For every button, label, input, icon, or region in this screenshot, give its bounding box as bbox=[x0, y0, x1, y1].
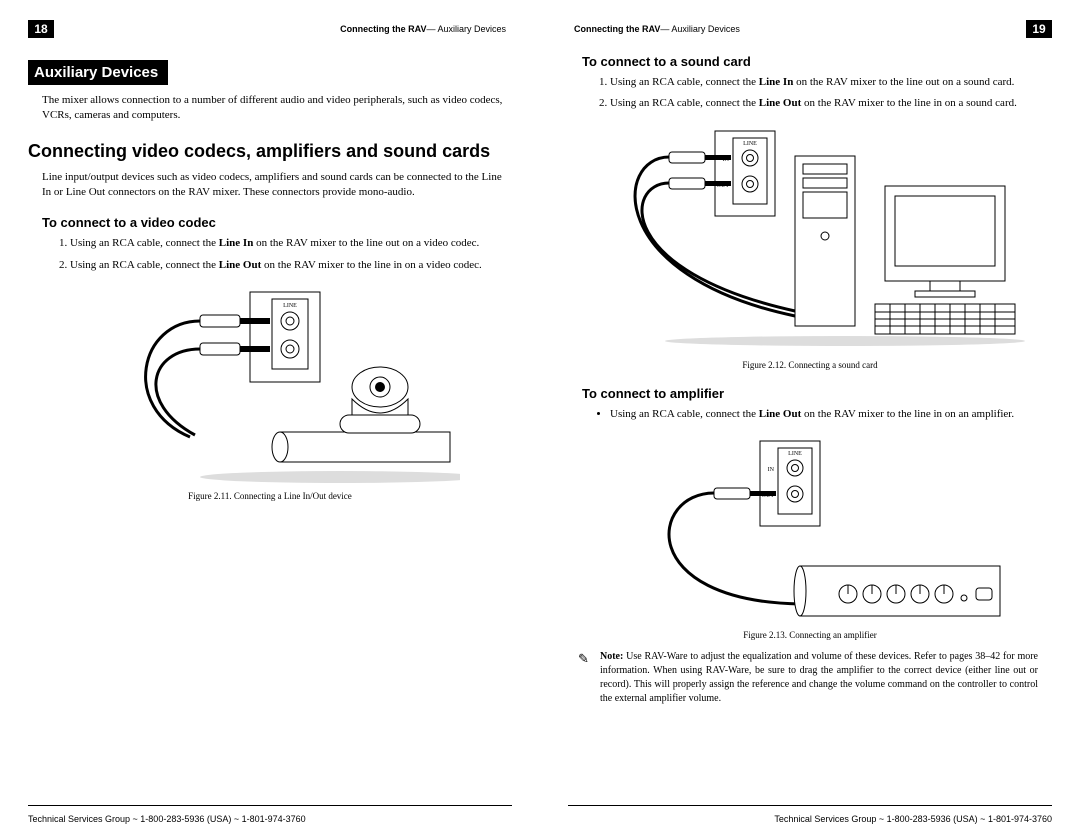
fig-2-13-svg: LINE IN OUT bbox=[610, 436, 1010, 626]
section-banner: Auxiliary Devices bbox=[28, 60, 168, 85]
figure-2-13: LINE IN OUT bbox=[568, 436, 1052, 640]
step: Using an RCA cable, connect the Line In … bbox=[610, 75, 1052, 90]
footer-text: Technical Services Group ~ 1-800-283-593… bbox=[774, 814, 1052, 824]
runhead-rest: — Auxiliary Devices bbox=[426, 24, 506, 34]
h3-amplifier: To connect to amplifier bbox=[582, 386, 1052, 401]
page-number: 18 bbox=[28, 20, 54, 38]
fig-2-11-svg: LINE IN OUT bbox=[80, 287, 460, 487]
step: Using an RCA cable, connect the Line Out… bbox=[70, 258, 512, 273]
h2-body: Line input/output devices such as video … bbox=[42, 170, 512, 200]
footer-rule bbox=[568, 805, 1052, 806]
svg-text:LINE: LINE bbox=[743, 141, 757, 147]
fig-2-12-caption: Figure 2.12. Connecting a sound card bbox=[568, 360, 1052, 370]
fig-2-11-caption: Figure 2.11. Connecting a Line In/Out de… bbox=[28, 491, 512, 501]
video-codec-steps: Using an RCA cable, connect the Line In … bbox=[56, 236, 512, 273]
svg-text:IN: IN bbox=[768, 467, 775, 473]
note-block: ✎ Note: Use RAV-Ware to adjust the equal… bbox=[600, 650, 1038, 706]
runhead-bold: Connecting the RAV bbox=[340, 24, 426, 34]
running-head: Connecting the RAV— Auxiliary Devices bbox=[54, 24, 512, 34]
page-18: 18 Connecting the RAV— Auxiliary Devices… bbox=[0, 0, 540, 834]
amp-steps: Using an RCA cable, connect the Line Out… bbox=[596, 407, 1052, 422]
runhead-rest: — Auxiliary Devices bbox=[660, 24, 740, 34]
intro-text: The mixer allows connection to a number … bbox=[42, 93, 512, 123]
note-body: Use RAV-Ware to adjust the equalization … bbox=[600, 651, 1038, 704]
header-bar: Connecting the RAV— Auxiliary Devices 19 bbox=[568, 20, 1052, 38]
figure-2-12: LINE IN OUT bbox=[568, 126, 1052, 370]
runhead-bold: Connecting the RAV bbox=[574, 24, 660, 34]
step: Using an RCA cable, connect the Line Out… bbox=[610, 407, 1052, 422]
svg-text:LINE: LINE bbox=[788, 451, 802, 457]
page-19: Connecting the RAV— Auxiliary Devices 19… bbox=[540, 0, 1080, 834]
note-label: Note: bbox=[600, 651, 623, 662]
svg-text:LINE: LINE bbox=[283, 303, 297, 309]
step: Using an RCA cable, connect the Line Out… bbox=[610, 96, 1052, 111]
sound-card-steps: Using an RCA cable, connect the Line In … bbox=[596, 75, 1052, 112]
header-bar: 18 Connecting the RAV— Auxiliary Devices bbox=[28, 20, 512, 38]
footer-rule bbox=[28, 805, 512, 806]
page-spread: 18 Connecting the RAV— Auxiliary Devices… bbox=[0, 0, 1080, 834]
figure-2-11: LINE IN OUT Figure bbox=[28, 287, 512, 501]
step: Using an RCA cable, connect the Line In … bbox=[70, 236, 512, 251]
fig-2-12-svg: LINE IN OUT bbox=[595, 126, 1025, 356]
fig-2-13-caption: Figure 2.13. Connecting an amplifier bbox=[568, 630, 1052, 640]
footer-text: Technical Services Group ~ 1-800-283-593… bbox=[28, 814, 306, 824]
running-head: Connecting the RAV— Auxiliary Devices bbox=[568, 24, 1026, 34]
h2-connecting: Connecting video codecs, amplifiers and … bbox=[28, 141, 512, 162]
page-number: 19 bbox=[1026, 20, 1052, 38]
h3-video-codec: To connect to a video codec bbox=[42, 215, 512, 230]
note-icon: ✎ bbox=[578, 650, 589, 668]
h3-sound-card: To connect to a sound card bbox=[582, 54, 1052, 69]
